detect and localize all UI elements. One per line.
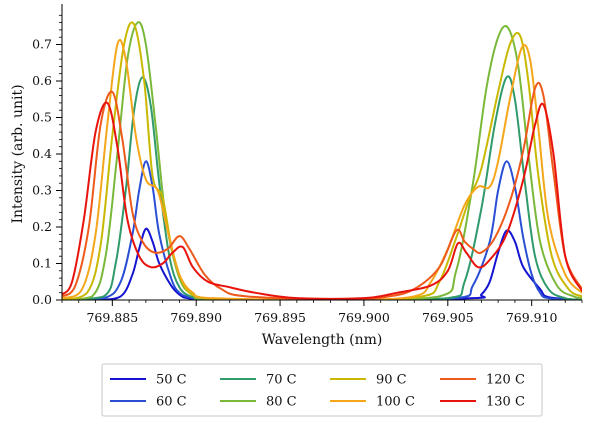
series-line-2 xyxy=(62,160,582,300)
series-line-6 xyxy=(62,39,582,300)
x-tick-label: 769.890 xyxy=(170,310,222,325)
legend-label: 100 C xyxy=(376,395,415,410)
x-tick-label: 769.885 xyxy=(86,310,138,325)
series-line-1 xyxy=(62,227,582,300)
y-tick-label: 0.3 xyxy=(32,183,52,198)
legend-label: 70 C xyxy=(266,373,297,388)
legend: 50 C 60 C 70 C 80 C 90 C 100 C 120 C 130 C xyxy=(101,363,543,417)
y-tick-label: 0.4 xyxy=(32,146,52,161)
x-tick-label: 769.905 xyxy=(422,310,474,325)
x-tick-label: 769.895 xyxy=(254,310,306,325)
y-tick-label: 0.0 xyxy=(32,292,52,307)
legend-label: 130 C xyxy=(486,395,525,410)
series-line-4 xyxy=(62,21,582,300)
x-tick-label: 769.900 xyxy=(338,310,390,325)
legend-label: 90 C xyxy=(376,373,407,388)
series-line-5 xyxy=(62,21,582,300)
legend-label: 50 C xyxy=(156,373,187,388)
axes-layer: 0.0 0.1 0.2 0.3 0.4 0.5 0.6 0.7 769.885 769.890 76… xyxy=(32,4,583,325)
legend-box xyxy=(101,363,543,417)
legend-label: 80 C xyxy=(266,395,297,410)
series-line-8 xyxy=(62,101,582,300)
y-axis-title: Intensity (arb. unit) xyxy=(10,84,26,223)
legend-label: 120 C xyxy=(486,373,525,388)
y-tick-label: 0.5 xyxy=(32,110,52,125)
series-layer xyxy=(62,21,582,300)
y-tick-label: 0.1 xyxy=(32,256,52,271)
y-tick-label: 0.6 xyxy=(32,73,52,88)
y-tick-label: 0.2 xyxy=(32,219,52,234)
legend-label: 60 C xyxy=(156,395,187,410)
series-line-3 xyxy=(62,75,582,300)
x-axis-title: Wavelength (nm) xyxy=(262,332,383,348)
y-tick-label: 0.7 xyxy=(32,37,52,52)
x-tick-label: 769.910 xyxy=(506,310,558,325)
